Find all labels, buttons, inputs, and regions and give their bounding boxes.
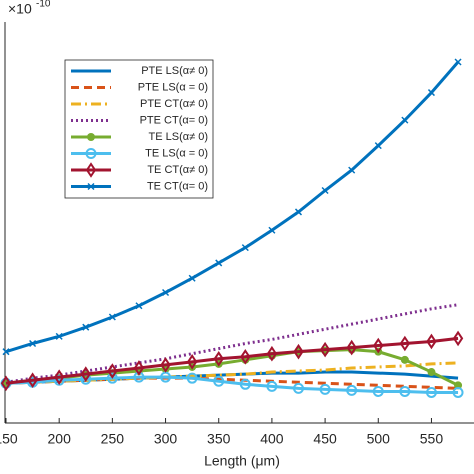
- marker: [454, 381, 463, 390]
- marker: [399, 335, 411, 352]
- marker: [266, 380, 278, 392]
- marker: [426, 333, 437, 350]
- x-tick-label: 250: [101, 431, 125, 447]
- marker: [266, 345, 278, 362]
- marker: [82, 323, 90, 331]
- marker: [321, 186, 329, 195]
- x-tick-label: 400: [260, 431, 284, 447]
- marker: [186, 354, 198, 370]
- marker: [399, 385, 411, 397]
- marker: [372, 385, 384, 397]
- legend-label: TE CT(α≠ 0): [147, 164, 208, 176]
- legend-marker: [87, 182, 95, 191]
- marker: [427, 368, 436, 377]
- marker: [2, 348, 10, 356]
- marker: [0, 375, 12, 392]
- marker: [29, 339, 37, 348]
- marker: [348, 166, 356, 174]
- marker: [213, 375, 225, 387]
- legend-label: PTE LS(α≠ 0): [141, 65, 208, 77]
- x-tick-label: 550: [420, 431, 444, 447]
- marker: [293, 343, 304, 360]
- marker: [106, 372, 118, 384]
- marker: [425, 386, 437, 398]
- marker: [452, 386, 464, 398]
- legend-label: TE CT(α= 0): [147, 180, 208, 192]
- legend: PTE LS(α≠ 0) PTE LS(α = 0) PTE CT(α≠ 0) PTE…: [64, 59, 214, 199]
- marker: [27, 372, 38, 389]
- series-line: [5, 60, 460, 354]
- marker: [55, 332, 63, 340]
- x-tick-label: 200: [48, 431, 72, 447]
- marker: [213, 350, 224, 367]
- marker: [188, 274, 196, 282]
- legend-label: PTE LS(α = 0): [138, 81, 208, 93]
- legend-marker: [87, 133, 95, 141]
- legend-label: PTE CT(α= 0): [140, 114, 208, 126]
- marker: [319, 341, 331, 358]
- marker: [319, 383, 331, 395]
- legend-marker: [85, 148, 97, 159]
- series-line: [5, 376, 459, 390]
- marker: [53, 369, 65, 385]
- x-tick-label: 300: [154, 431, 178, 447]
- marker: [268, 226, 276, 234]
- exponent: -10: [36, 0, 51, 10]
- marker: [294, 208, 303, 216]
- marker: [293, 382, 304, 394]
- exponent-base: ×10: [8, 1, 32, 17]
- marker: [162, 288, 170, 297]
- marker: [80, 366, 91, 382]
- legend-marker: [85, 162, 97, 178]
- marker: [215, 259, 223, 267]
- marker: [427, 89, 435, 97]
- x-axis-label: Length (μm): [204, 453, 280, 469]
- marker: [400, 355, 409, 364]
- marker: [401, 116, 409, 124]
- marker: [239, 378, 251, 390]
- legend-label: TE LS(α≠ 0): [149, 131, 208, 143]
- series-line: [5, 303, 459, 384]
- marker: [160, 357, 171, 373]
- x-tick-label: 450: [313, 431, 337, 447]
- marker: [135, 302, 143, 310]
- marker: [240, 348, 251, 365]
- x-tick-label: 150: [0, 431, 18, 447]
- legend-label: TE LS(α = 0): [145, 147, 208, 159]
- x-tick-label: 500: [367, 431, 391, 447]
- marker: [133, 360, 145, 376]
- marker: [454, 58, 462, 66]
- x-tick-label: 350: [207, 431, 231, 447]
- marker: [108, 313, 116, 321]
- marker: [186, 372, 198, 384]
- marker: [107, 363, 118, 379]
- marker: [241, 244, 249, 252]
- marker: [346, 384, 358, 396]
- legend-label: PTE CT(α≠ 0): [140, 98, 208, 110]
- marker: [346, 339, 357, 356]
- marker: [373, 337, 384, 354]
- marker: [374, 142, 382, 150]
- marker: [452, 330, 464, 347]
